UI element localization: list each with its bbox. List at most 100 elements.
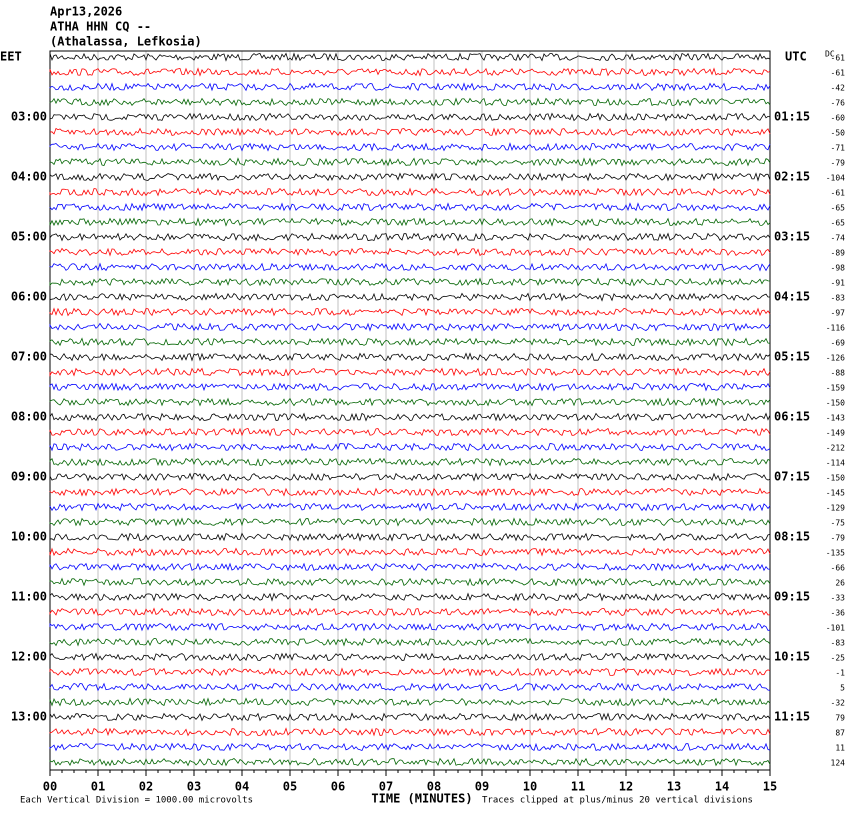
left-time-label: 04:00: [11, 170, 47, 184]
dc-offset: -101: [826, 624, 845, 633]
trace: [49, 142, 771, 152]
trace: [49, 517, 771, 527]
trace: [49, 502, 771, 512]
dc-offset: -135: [826, 549, 845, 558]
left-time-label: 10:00: [11, 530, 47, 544]
x-tick-label: 09: [475, 780, 489, 794]
right-time-label: 10:15: [774, 650, 810, 664]
trace: [49, 622, 771, 632]
trace: [49, 652, 770, 662]
trace: [49, 472, 771, 482]
trace: [49, 577, 771, 587]
trace: [49, 172, 771, 182]
dc-offset: -32: [831, 699, 846, 708]
trace: [49, 127, 771, 137]
trace: [49, 412, 771, 422]
trace: [49, 307, 771, 317]
dc-offset: -1: [835, 669, 845, 678]
dc-offset: -149: [826, 429, 845, 438]
trace: [49, 52, 771, 62]
left-zone: EET: [0, 50, 22, 64]
dc-offset: -89: [831, 249, 846, 258]
trace: [49, 202, 771, 212]
right-time-label: 08:15: [774, 530, 810, 544]
dc-offset: -114: [826, 459, 845, 468]
right-time-label: 01:15: [774, 110, 810, 124]
x-axis-label: TIME (MINUTES): [371, 792, 472, 806]
left-time-label: 12:00: [11, 650, 47, 664]
dc-offset: -143: [826, 414, 845, 423]
dc-offset: -61: [831, 69, 846, 78]
trace: [49, 667, 771, 677]
right-time-label: 02:15: [774, 170, 810, 184]
trace: [49, 682, 771, 692]
right-time-label: 04:15: [774, 290, 810, 304]
dc-offset: -88: [831, 369, 846, 378]
dc-offset: -42: [831, 84, 846, 93]
dc-offset: 124: [831, 759, 846, 768]
trace: [49, 532, 771, 542]
trace: [49, 337, 771, 347]
right-time-label: 07:15: [774, 470, 810, 484]
trace: [49, 397, 771, 407]
x-tick-label: 04: [235, 780, 249, 794]
plot-frame: [49, 50, 771, 771]
scale-note: Each Vertical Division = 1000.00 microvo…: [20, 796, 253, 806]
dc-offset: -61: [831, 54, 846, 63]
dc-offset: 87: [835, 729, 845, 738]
dc-offset: -71: [831, 144, 846, 153]
dc-offset: -150: [826, 474, 845, 483]
trace: [49, 427, 771, 437]
dc-offset: 26: [835, 579, 845, 588]
dc-offset: 79: [835, 714, 845, 723]
x-tick-label: 08: [427, 780, 441, 794]
x-tick-label: 01: [91, 780, 105, 794]
trace: [49, 187, 771, 197]
trace: [49, 457, 771, 467]
left-time-label: 05:00: [11, 230, 47, 244]
trace: [49, 697, 771, 707]
dc-offset: -33: [831, 594, 846, 603]
dc-offset: -116: [826, 324, 845, 333]
right-time-label: 06:15: [774, 410, 810, 424]
trace: [49, 67, 771, 77]
dc-offset: -83: [831, 639, 846, 648]
dc-offset: -65: [831, 219, 846, 228]
dc-offset: -25: [831, 654, 846, 663]
trace: [49, 442, 771, 452]
trace: [49, 262, 771, 272]
dc-offset: -75: [831, 519, 846, 528]
trace: [49, 607, 771, 617]
x-tick-label: 11: [571, 780, 585, 794]
right-time-label: 11:15: [774, 710, 810, 724]
trace: [49, 367, 771, 377]
dc-offset: -69: [831, 339, 846, 348]
x-tick-label: 12: [619, 780, 633, 794]
x-tick-label: 06: [331, 780, 345, 794]
x-tick-label: 03: [187, 780, 201, 794]
trace: [49, 217, 771, 227]
dc-offset: -126: [826, 354, 845, 363]
dc-offset: -97: [831, 309, 846, 318]
dc-offset: -79: [831, 534, 846, 543]
dc-offset: -104: [826, 174, 845, 183]
left-time-label: 03:00: [11, 110, 47, 124]
trace: [49, 322, 771, 332]
left-time-label: 07:00: [11, 350, 47, 364]
trace: [49, 382, 771, 392]
right-time-label: 09:15: [774, 590, 810, 604]
dc-offset: -83: [831, 294, 846, 303]
x-tick-label: 15: [763, 780, 777, 794]
trace: [49, 247, 771, 257]
trace: [49, 637, 771, 647]
x-tick-label: 10: [523, 780, 537, 794]
trace: [49, 742, 771, 752]
header-date: Apr13,2026: [50, 5, 122, 19]
trace: [49, 82, 771, 92]
left-time-label: 13:00: [11, 710, 47, 724]
dc-label: DC: [825, 50, 835, 59]
x-tick-label: 13: [667, 780, 681, 794]
left-time-label: 09:00: [11, 470, 47, 484]
x-tick-label: 02: [139, 780, 153, 794]
